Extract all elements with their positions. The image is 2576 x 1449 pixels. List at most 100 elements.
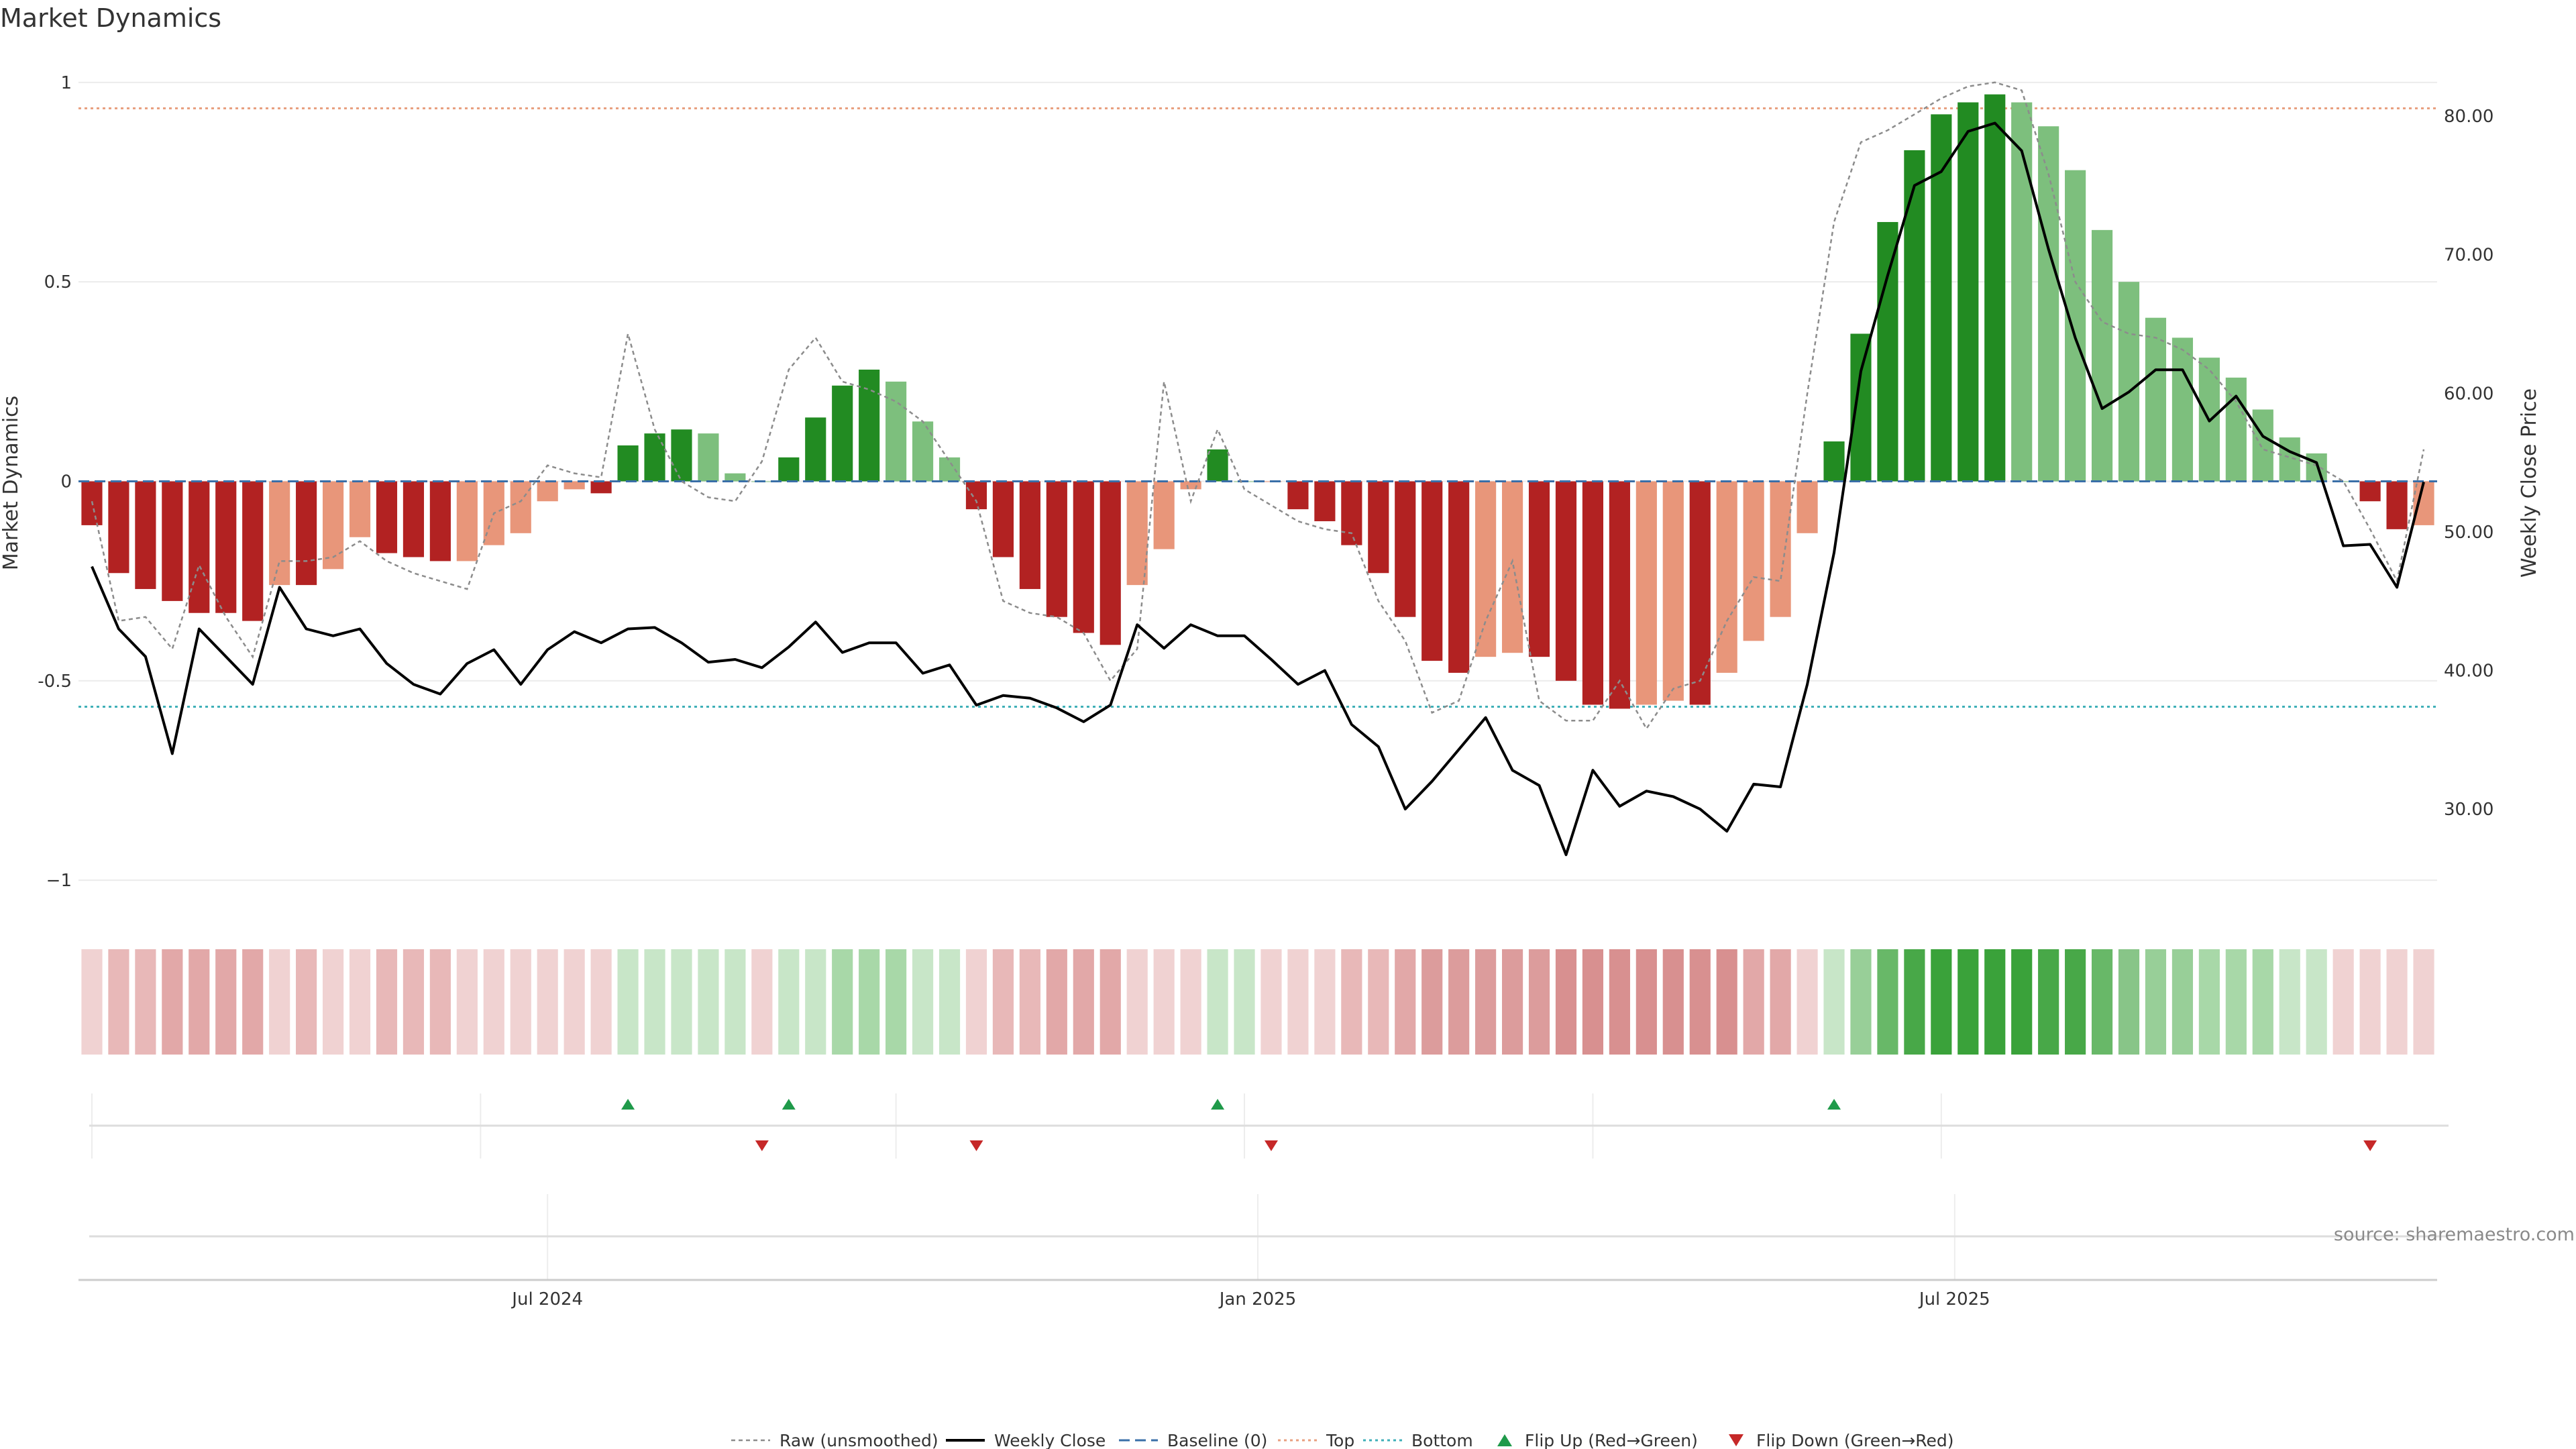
right-tick-label: 80.00 (2444, 107, 2493, 127)
regime-cell (1689, 949, 1711, 1055)
legend-label-bottom: Bottom (1411, 1431, 1473, 1449)
dynamics-bar (992, 481, 1014, 557)
regime-cell (724, 949, 746, 1055)
right-tick-label: 60.00 (2444, 384, 2493, 404)
dynamics-bar (1368, 481, 1389, 574)
regime-cell (1582, 949, 1604, 1055)
dynamics-bar (805, 417, 826, 482)
left-tick-label: −1 (46, 871, 72, 891)
left-axis-label: Market Dynamics (0, 396, 23, 571)
legend-swatch-flip_down (1729, 1434, 1743, 1446)
regime-cell (2359, 949, 2381, 1055)
regime-cell (1126, 949, 1148, 1055)
regime-cell (2011, 949, 2033, 1055)
regime-cell (644, 949, 665, 1055)
regime-cell (1528, 949, 1550, 1055)
regime-cell (2198, 949, 2220, 1055)
dynamics-bar (965, 481, 987, 510)
regime-cell (751, 949, 773, 1055)
regime-cell (456, 949, 478, 1055)
dynamics-bar (1904, 150, 1925, 482)
regime-cell (1716, 949, 1737, 1055)
dynamics-bar (537, 481, 558, 502)
flip-up-marker (782, 1099, 796, 1110)
time-axis-panel: Jul 2024 Jan 2025 Jul 2025 (78, 1194, 2449, 1309)
regime-cell (322, 949, 344, 1055)
dynamics-bar (1099, 481, 1121, 645)
regime-cell (269, 949, 290, 1055)
dynamics-bar (242, 481, 264, 621)
regime-cell (81, 949, 103, 1055)
dynamics-bar (912, 421, 934, 482)
dynamics-bar (296, 481, 317, 586)
regime-cell (537, 949, 558, 1055)
regime-cell (564, 949, 585, 1055)
right-axis-label: Weekly Close Price (2518, 388, 2541, 578)
regime-cell (215, 949, 237, 1055)
regime-cell (912, 949, 934, 1055)
regime-cell (938, 949, 961, 1055)
regime-cell (1260, 949, 1282, 1055)
dynamics-bar (1475, 481, 1497, 657)
right-tick-label: 40.00 (2444, 661, 2493, 681)
regime-cell (2332, 949, 2354, 1055)
dynamics-bar (510, 481, 531, 533)
dynamics-bar (402, 481, 425, 557)
dynamics-bar (2225, 377, 2247, 482)
left-tick-label: 0.5 (44, 272, 72, 292)
dynamics-bar (1528, 481, 1550, 657)
dynamics-bar (2252, 409, 2273, 482)
regime-cell (2413, 949, 2434, 1055)
dynamics-bar (2413, 481, 2434, 525)
x-tick-label: Jan 2025 (1218, 1289, 1297, 1309)
dynamics-bar (671, 429, 692, 482)
dynamics-bar (2011, 102, 2033, 482)
dynamics-bar (1823, 441, 1845, 482)
regime-cell (885, 949, 907, 1055)
regime-cell (349, 949, 371, 1055)
raw-series-line (91, 81, 2425, 731)
flip-down-marker (1264, 1140, 1278, 1151)
series-lines (78, 81, 2437, 857)
dynamics-bar (832, 385, 853, 482)
regime-cell (1555, 949, 1577, 1055)
right-tick-label: 50.00 (2444, 523, 2493, 543)
dynamics-bar (2065, 170, 2086, 482)
regime-cell (2145, 949, 2167, 1055)
regime-cell (296, 949, 317, 1055)
dynamics-bar (724, 473, 746, 482)
regime-cell (1850, 949, 1872, 1055)
regime-cell (1448, 949, 1470, 1055)
regime-cell (1180, 949, 1201, 1055)
regime-cell (2091, 949, 2113, 1055)
dynamics-bar (1421, 481, 1443, 661)
dynamics-bar (108, 481, 129, 574)
regime-cell (859, 949, 880, 1055)
dynamics-bar (1448, 481, 1470, 673)
flip-up-marker (1211, 1099, 1225, 1110)
legend-swatch-flip_up (1497, 1434, 1512, 1446)
regime-cell (1931, 949, 1952, 1055)
regime-cell (1368, 949, 1389, 1055)
dynamics-bar (2038, 126, 2059, 482)
regime-cell (1823, 949, 1845, 1055)
x-tick-label: Jul 2025 (1918, 1289, 1990, 1309)
regime-cell (1662, 949, 1684, 1055)
flip-down-marker (2363, 1140, 2377, 1151)
regime-cell (376, 949, 398, 1055)
dynamics-bar (1582, 481, 1604, 705)
dynamics-bar (859, 369, 880, 482)
dynamics-bar (2171, 337, 2194, 482)
dynamics-bar (1287, 481, 1309, 510)
dynamics-bar (698, 433, 719, 482)
regime-cell (965, 949, 987, 1055)
regime-cell (1287, 949, 1309, 1055)
dynamics-bar (1207, 449, 1228, 482)
dynamics-bar (1743, 481, 1764, 641)
dynamics-bar (1126, 481, 1148, 586)
dynamics-bar (1984, 94, 2006, 482)
regime-cell (1743, 949, 1764, 1055)
dynamics-bar (376, 481, 398, 553)
dynamics-bar (2145, 317, 2167, 482)
